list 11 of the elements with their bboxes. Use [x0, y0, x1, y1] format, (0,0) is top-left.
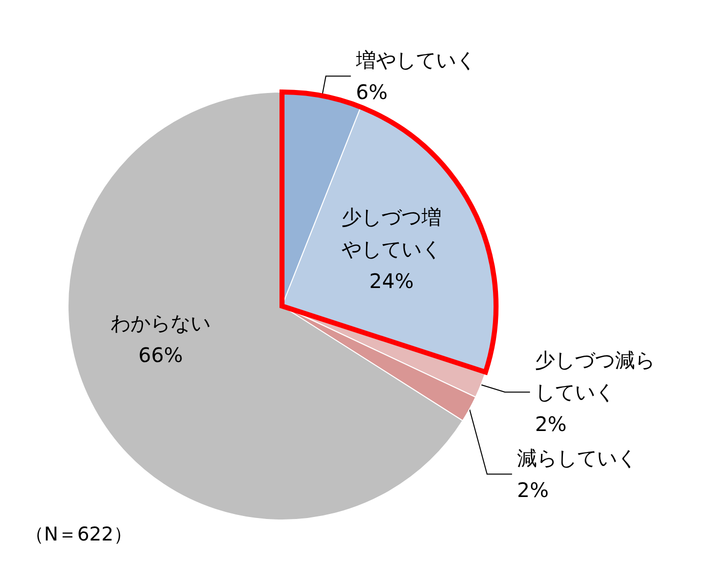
text: （N＝622）	[25, 524, 132, 546]
slice-label: 減らしていく	[517, 446, 638, 470]
slice-label: 少しづつ減らしていく	[534, 348, 655, 404]
slice-label: 少しづつ増やしていく	[342, 205, 442, 262]
slice-label: 増やしていく	[354, 48, 476, 72]
data-label: 66%	[138, 342, 183, 367]
data-label: 2%	[534, 412, 567, 436]
data-label: 24%	[369, 269, 414, 294]
data-label: 2%	[517, 478, 549, 502]
slice-label: わからない	[110, 310, 211, 335]
data-label: 6%	[356, 80, 388, 104]
